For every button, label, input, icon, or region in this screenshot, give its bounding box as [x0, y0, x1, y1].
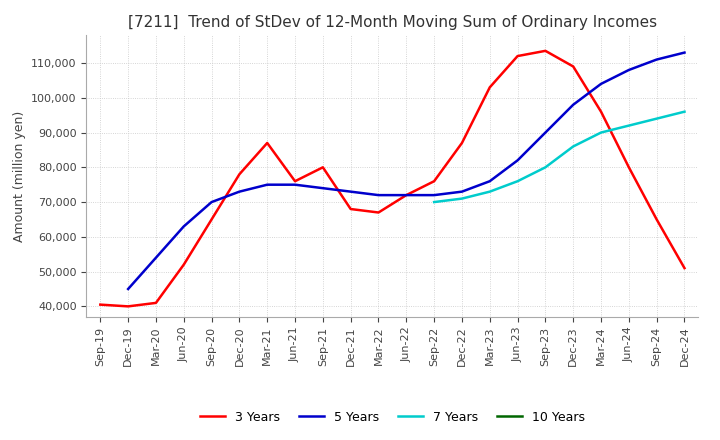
3 Years [402, 192, 410, 198]
7 Years [597, 130, 606, 135]
3 Years [680, 265, 689, 271]
7 Years [624, 123, 633, 128]
5 Years [541, 130, 550, 135]
3 Years [346, 206, 355, 212]
5 Years [680, 50, 689, 55]
5 Years [597, 81, 606, 87]
3 Years [597, 109, 606, 114]
3 Years [485, 85, 494, 90]
5 Years [346, 189, 355, 194]
5 Years [652, 57, 661, 62]
5 Years [291, 182, 300, 187]
Line: 3 Years: 3 Years [100, 51, 685, 306]
3 Years [430, 179, 438, 184]
5 Years [374, 192, 383, 198]
5 Years [402, 192, 410, 198]
3 Years [207, 217, 216, 222]
7 Years [541, 165, 550, 170]
3 Years [541, 48, 550, 54]
3 Years [235, 172, 243, 177]
3 Years [124, 304, 132, 309]
5 Years [318, 186, 327, 191]
3 Years [624, 165, 633, 170]
Title: [7211]  Trend of StDev of 12-Month Moving Sum of Ordinary Incomes: [7211] Trend of StDev of 12-Month Moving… [128, 15, 657, 30]
Y-axis label: Amount (million yen): Amount (million yen) [13, 110, 26, 242]
3 Years [96, 302, 104, 307]
5 Years [430, 192, 438, 198]
3 Years [179, 262, 188, 267]
7 Years [680, 109, 689, 114]
5 Years [235, 189, 243, 194]
3 Years [374, 210, 383, 215]
5 Years [485, 179, 494, 184]
Line: 7 Years: 7 Years [434, 112, 685, 202]
5 Years [179, 224, 188, 229]
5 Years [207, 199, 216, 205]
5 Years [263, 182, 271, 187]
5 Years [458, 189, 467, 194]
5 Years [513, 158, 522, 163]
5 Years [124, 286, 132, 292]
7 Years [458, 196, 467, 201]
Legend: 3 Years, 5 Years, 7 Years, 10 Years: 3 Years, 5 Years, 7 Years, 10 Years [195, 406, 590, 429]
5 Years [624, 67, 633, 73]
3 Years [652, 217, 661, 222]
5 Years [152, 255, 161, 260]
3 Years [291, 179, 300, 184]
3 Years [458, 140, 467, 146]
3 Years [152, 300, 161, 305]
7 Years [652, 116, 661, 121]
3 Years [318, 165, 327, 170]
7 Years [430, 199, 438, 205]
Line: 5 Years: 5 Years [128, 53, 685, 289]
3 Years [263, 140, 271, 146]
5 Years [569, 102, 577, 107]
7 Years [569, 144, 577, 149]
3 Years [513, 53, 522, 59]
7 Years [485, 189, 494, 194]
7 Years [513, 179, 522, 184]
3 Years [569, 64, 577, 69]
